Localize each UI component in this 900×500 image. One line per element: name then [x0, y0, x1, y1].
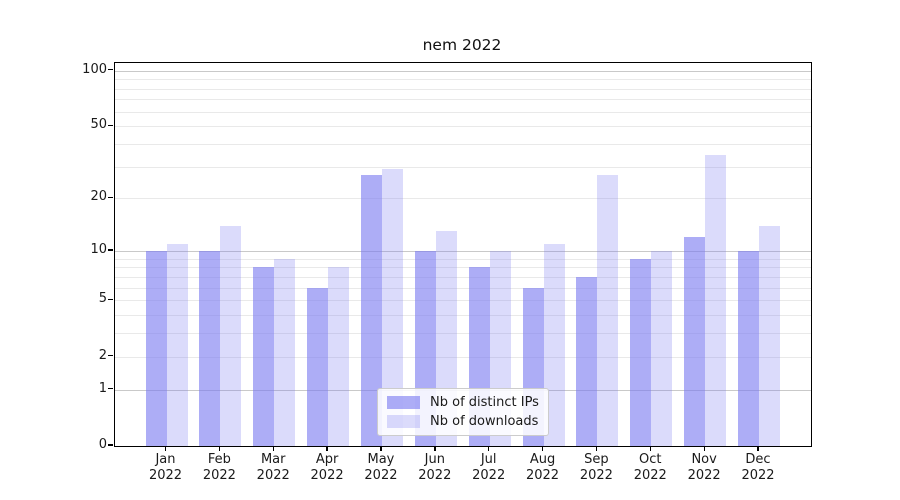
- gridline-minor-70: [115, 99, 811, 101]
- x-tick-label-Sep: Sep 2022: [579, 452, 613, 483]
- bar-distinct-ips-May: [360, 175, 382, 446]
- x-tick-mark-Jan: [164, 446, 167, 451]
- x-tick-mark-Jul: [488, 446, 490, 451]
- gridline-minor-2: [115, 356, 811, 358]
- gridline-major-10: [115, 250, 811, 252]
- x-tick-mark-Aug: [541, 446, 544, 451]
- gridline-minor-3: [115, 333, 811, 335]
- bar-downloads-May: [381, 169, 403, 446]
- legend-label-downloads: Nb of downloads: [430, 414, 539, 429]
- legend-swatch-distinct-ips: [387, 396, 420, 409]
- y-tick-mark-2: [108, 355, 113, 357]
- x-tick-label-Jan: Jan 2022: [148, 452, 183, 483]
- legend: Nb of distinct IPs Nb of downloads: [377, 388, 549, 436]
- gridline-minor-40: [115, 143, 811, 145]
- bar-distinct-ips-Nov: [684, 237, 706, 446]
- x-tick-label-Mar: Mar 2022: [256, 452, 290, 483]
- x-tick-mark-Feb: [218, 446, 221, 451]
- bar-distinct-ips-Apr: [307, 287, 329, 446]
- bar-downloads-Oct: [651, 250, 673, 446]
- x-tick-label-Feb: Feb 2022: [202, 452, 236, 483]
- bar-downloads-Apr: [328, 267, 350, 446]
- bar-distinct-ips-Dec: [738, 250, 759, 446]
- gridline-minor-60: [115, 111, 811, 113]
- bar-downloads-Feb: [220, 225, 242, 446]
- y-tick-mark-100: [108, 69, 113, 71]
- gridline-minor-9: [115, 258, 811, 260]
- legend-label-distinct-ips: Nb of distinct IPs: [430, 395, 539, 410]
- bar-downloads-Dec: [759, 225, 780, 446]
- x-tick-mark-May: [380, 446, 382, 451]
- y-tick-mark-20: [108, 196, 113, 199]
- x-tick-label-Oct: Oct 2022: [633, 452, 667, 483]
- legend-item-downloads: Nb of downloads: [378, 412, 548, 431]
- x-tick-mark-Jun: [434, 446, 436, 451]
- x-tick-label-Nov: Nov 2022: [687, 452, 721, 483]
- bar-distinct-ips-Feb: [199, 250, 221, 446]
- y-tick-mark-5: [108, 298, 113, 300]
- y-tick-label-0: 0: [98, 437, 107, 452]
- x-tick-label-Jul: Jul 2022: [472, 452, 506, 483]
- bar-downloads-Jan: [166, 243, 188, 446]
- y-tick-label-2: 2: [98, 347, 107, 363]
- bar-distinct-ips-Sep: [576, 276, 598, 446]
- y-tick-label-5: 5: [98, 291, 107, 307]
- gridline-minor-6: [115, 287, 811, 289]
- y-tick-label-100: 100: [82, 61, 107, 77]
- bar-downloads-Mar: [274, 258, 296, 446]
- x-tick-mark-Sep: [595, 446, 598, 451]
- gridline-minor-30: [115, 166, 811, 168]
- legend-item-distinct-ips: Nb of distinct IPs: [378, 393, 548, 412]
- y-tick-mark-1: [108, 388, 113, 390]
- y-tick-mark-0: [108, 444, 113, 446]
- x-tick-mark-Nov: [703, 446, 705, 451]
- x-tick-mark-Mar: [272, 446, 274, 451]
- gridline-minor-50: [115, 126, 811, 128]
- gridline-minor-5: [115, 300, 811, 302]
- gridline-minor-80: [115, 88, 811, 90]
- x-tick-label-Apr: Apr 2022: [310, 452, 344, 483]
- plot-area: [114, 62, 812, 447]
- bar-distinct-ips-Jan: [145, 250, 167, 446]
- x-tick-label-Dec: Dec 2022: [741, 452, 775, 483]
- gridline-minor-4: [115, 315, 811, 317]
- y-tick-mark-10: [108, 249, 113, 251]
- x-tick-label-Jun: Jun 2022: [418, 452, 452, 483]
- x-tick-mark-Dec: [757, 446, 759, 451]
- gridline-minor-90: [115, 79, 811, 81]
- bar-distinct-ips-Oct: [630, 258, 652, 446]
- bar-distinct-ips-Mar: [253, 267, 275, 446]
- x-tick-label-Aug: Aug 2022: [525, 452, 560, 483]
- gridline-minor-20: [115, 198, 811, 200]
- y-tick-label-20: 20: [90, 189, 107, 205]
- y-tick-label-10: 10: [90, 241, 107, 257]
- bar-downloads-Nov: [705, 154, 727, 446]
- gridline-major-100: [115, 70, 811, 72]
- gridline-minor-7: [115, 276, 811, 278]
- gridline-minor-8: [115, 267, 811, 269]
- x-tick-label-May: May 2022: [364, 452, 398, 483]
- chart-title: nem 2022: [422, 36, 502, 54]
- y-tick-mark-50: [108, 124, 113, 126]
- y-tick-label-1: 1: [98, 380, 107, 396]
- x-tick-mark-Oct: [649, 446, 651, 451]
- bar-downloads-Sep: [597, 175, 619, 446]
- x-tick-mark-Apr: [326, 446, 328, 451]
- y-tick-label-50: 50: [90, 117, 107, 133]
- legend-swatch-downloads: [387, 415, 420, 428]
